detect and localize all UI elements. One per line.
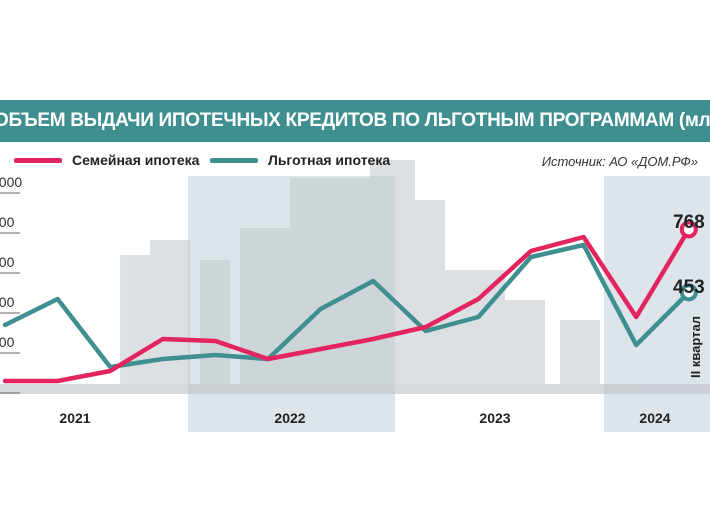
ground-strip [0, 384, 710, 394]
legend-item-family: Семейная ипотека [14, 152, 199, 168]
value-label-family: 768 [673, 212, 705, 233]
legend-label-family: Семейная ипотека [72, 152, 200, 168]
building-9 [560, 320, 600, 385]
end-marker-family [679, 220, 698, 239]
y-tick-label-200: 200 [0, 334, 15, 350]
y-tick-label-800: 800 [0, 214, 15, 230]
building-2 [200, 260, 230, 385]
year-label-2024: 2024 [639, 410, 670, 426]
y-tick-label-1000: 1000 [0, 174, 22, 190]
x-axis-years: 2021 2022 2023 2024 [59, 410, 670, 426]
city-background [0, 160, 710, 394]
chart-title-bar: ОБЪЕМ ВЫДАЧИ ИПОТЕЧНЫХ КРЕДИТОВ ПО ЛЬГОТ… [0, 100, 710, 142]
year-label-2022: 2022 [274, 410, 305, 426]
series-line-family [2, 227, 692, 384]
series-lines [2, 220, 698, 384]
legend-label-preferential: Льготная ипотека [268, 152, 391, 168]
value-label-preferential: 453 [673, 277, 705, 298]
legend: Семейная ипотека Льготная ипотека Источн… [0, 152, 710, 176]
legend-item-preferential: Льготная ипотека [210, 152, 390, 168]
y-tick-label-600: 600 [0, 254, 15, 270]
building-1 [150, 240, 190, 385]
year-label-2021: 2021 [59, 410, 90, 426]
end-marker-preferential [679, 283, 698, 302]
building-5 [370, 160, 415, 385]
value-labels: 768 453 II квартал [673, 212, 705, 378]
y-tick-label-400: 400 [0, 294, 15, 310]
legend-swatch-family [14, 157, 62, 163]
building-8 [505, 300, 545, 385]
source-note: Источник: АО «ДОМ.РФ» [541, 154, 698, 169]
y-axis: 02004006008001000 [0, 174, 22, 394]
year-label-2023: 2023 [479, 410, 510, 426]
quarter-note: II квартал [688, 316, 703, 378]
chart-title: ОБЪЕМ ВЫДАЧИ ИПОТЕЧНЫХ КРЕДИТОВ ПО ЛЬГОТ… [0, 110, 710, 131]
legend-swatch-preferential [210, 157, 258, 163]
